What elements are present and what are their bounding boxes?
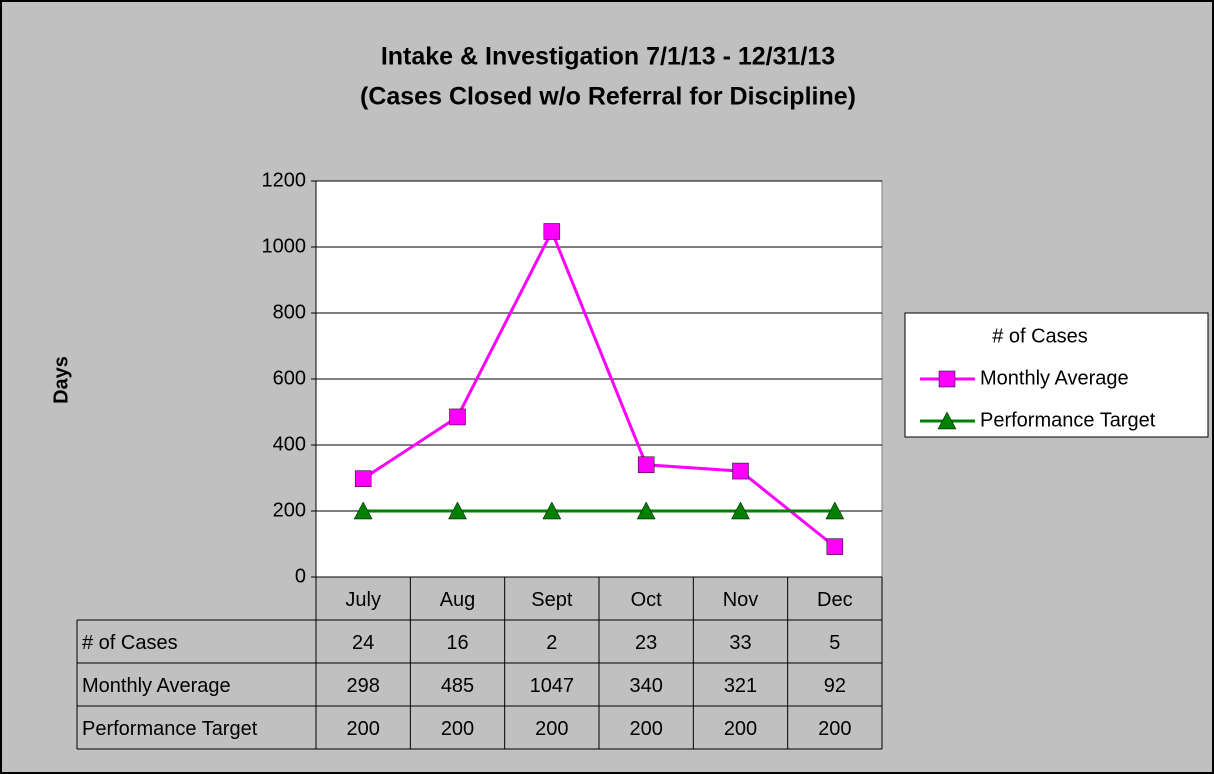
y-tick-label: 0 — [295, 565, 306, 587]
data-point — [542, 501, 562, 520]
x-tick-label: Dec — [817, 589, 853, 611]
table-cell: 485 — [441, 675, 474, 697]
y-tick-label: 1200 — [262, 169, 307, 191]
legend-label: Monthly Average — [980, 367, 1129, 389]
table-cell: 2 — [546, 632, 557, 654]
data-point — [826, 538, 844, 555]
table-row-label: Performance Target — [82, 718, 258, 740]
table-cell: 92 — [824, 675, 846, 697]
legend-marker — [937, 411, 957, 430]
table-cell: 200 — [629, 718, 662, 740]
table-cell: 24 — [352, 632, 374, 654]
series-line — [362, 227, 836, 548]
y-tick-label: 200 — [273, 499, 306, 521]
table-cell: 200 — [818, 718, 851, 740]
table-cell: 5 — [829, 632, 840, 654]
y-tick-label: 400 — [273, 433, 306, 455]
legend-label: # of Cases — [992, 325, 1088, 347]
legend — [904, 312, 1209, 438]
table-cell: 200 — [724, 718, 757, 740]
data-point — [543, 223, 561, 240]
x-tick-label: Nov — [723, 589, 759, 611]
table-cell: 200 — [535, 718, 568, 740]
data-point — [732, 462, 749, 480]
data-point — [825, 501, 845, 520]
chart-title: (Cases Closed w/o Referral for Disciplin… — [360, 83, 856, 111]
chart-title: Intake & Investigation 7/1/13 - 12/31/13 — [381, 43, 835, 71]
table-cell: 16 — [446, 632, 468, 654]
y-tick-label: 600 — [273, 367, 306, 389]
table-cell: 200 — [441, 718, 474, 740]
data-point — [636, 501, 656, 520]
table-cell: 321 — [724, 675, 757, 697]
x-tick-label: July — [345, 589, 381, 611]
data-point — [731, 501, 750, 520]
table-row-label: Monthly Average — [82, 675, 231, 697]
data-point — [448, 501, 467, 520]
table-cell: 33 — [729, 632, 751, 654]
table-cell: 1047 — [530, 675, 575, 697]
y-tick-label: 1000 — [262, 235, 307, 257]
table-cell: 200 — [346, 718, 379, 740]
table-cell: 298 — [346, 675, 379, 697]
legend-label: Performance Target — [980, 409, 1156, 431]
data-point — [354, 470, 372, 487]
data-point — [637, 456, 655, 474]
data-point — [449, 408, 466, 426]
table-cell: 340 — [629, 675, 662, 697]
x-tick-label: Aug — [440, 589, 476, 611]
data-point — [353, 501, 373, 520]
x-tick-label: Oct — [631, 589, 663, 611]
legend-marker — [938, 370, 956, 388]
x-tick-label: Sept — [531, 589, 573, 611]
table-row-label: # of Cases — [82, 632, 178, 654]
y-tick-label: 800 — [273, 301, 306, 323]
table-cell: 23 — [635, 632, 657, 654]
y-axis-label: Days — [50, 356, 72, 404]
